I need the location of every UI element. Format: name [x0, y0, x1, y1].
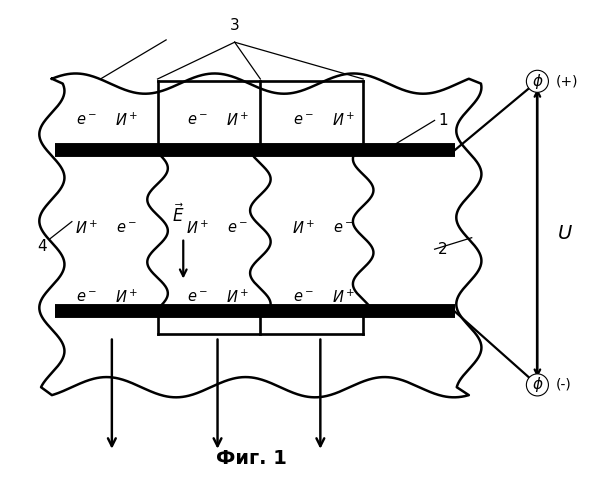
Text: И$^+$: И$^+$ — [226, 289, 249, 306]
Text: e$^-$: e$^-$ — [76, 290, 96, 305]
Text: 1: 1 — [439, 113, 448, 128]
Text: Фиг. 1: Фиг. 1 — [217, 448, 287, 468]
Text: И$^+$: И$^+$ — [115, 112, 137, 129]
Text: e$^-$: e$^-$ — [333, 221, 353, 236]
Text: e$^-$: e$^-$ — [293, 290, 314, 305]
Text: И$^+$: И$^+$ — [332, 112, 355, 129]
Text: $\vec{E}$: $\vec{E}$ — [173, 204, 185, 226]
Text: e$^-$: e$^-$ — [187, 290, 208, 305]
Text: (+): (+) — [556, 74, 578, 88]
Text: e$^-$: e$^-$ — [116, 221, 136, 236]
Text: И$^+$: И$^+$ — [75, 220, 98, 237]
Text: e$^-$: e$^-$ — [76, 113, 96, 128]
Text: 3: 3 — [230, 18, 240, 33]
Text: И$^+$: И$^+$ — [332, 289, 355, 306]
Text: И$^+$: И$^+$ — [115, 289, 137, 306]
Text: e$^-$: e$^-$ — [187, 113, 208, 128]
Text: И$^+$: И$^+$ — [186, 220, 209, 237]
Text: $\phi$: $\phi$ — [531, 376, 543, 394]
Text: $\phi$: $\phi$ — [531, 72, 543, 91]
Text: e$^-$: e$^-$ — [227, 221, 248, 236]
Text: $U$: $U$ — [558, 224, 574, 242]
Text: 4: 4 — [37, 240, 46, 254]
Text: e$^-$: e$^-$ — [293, 113, 314, 128]
Text: И$^+$: И$^+$ — [226, 112, 249, 129]
Text: И$^+$: И$^+$ — [292, 220, 315, 237]
Text: (-): (-) — [556, 378, 571, 392]
Text: 2: 2 — [439, 242, 448, 256]
